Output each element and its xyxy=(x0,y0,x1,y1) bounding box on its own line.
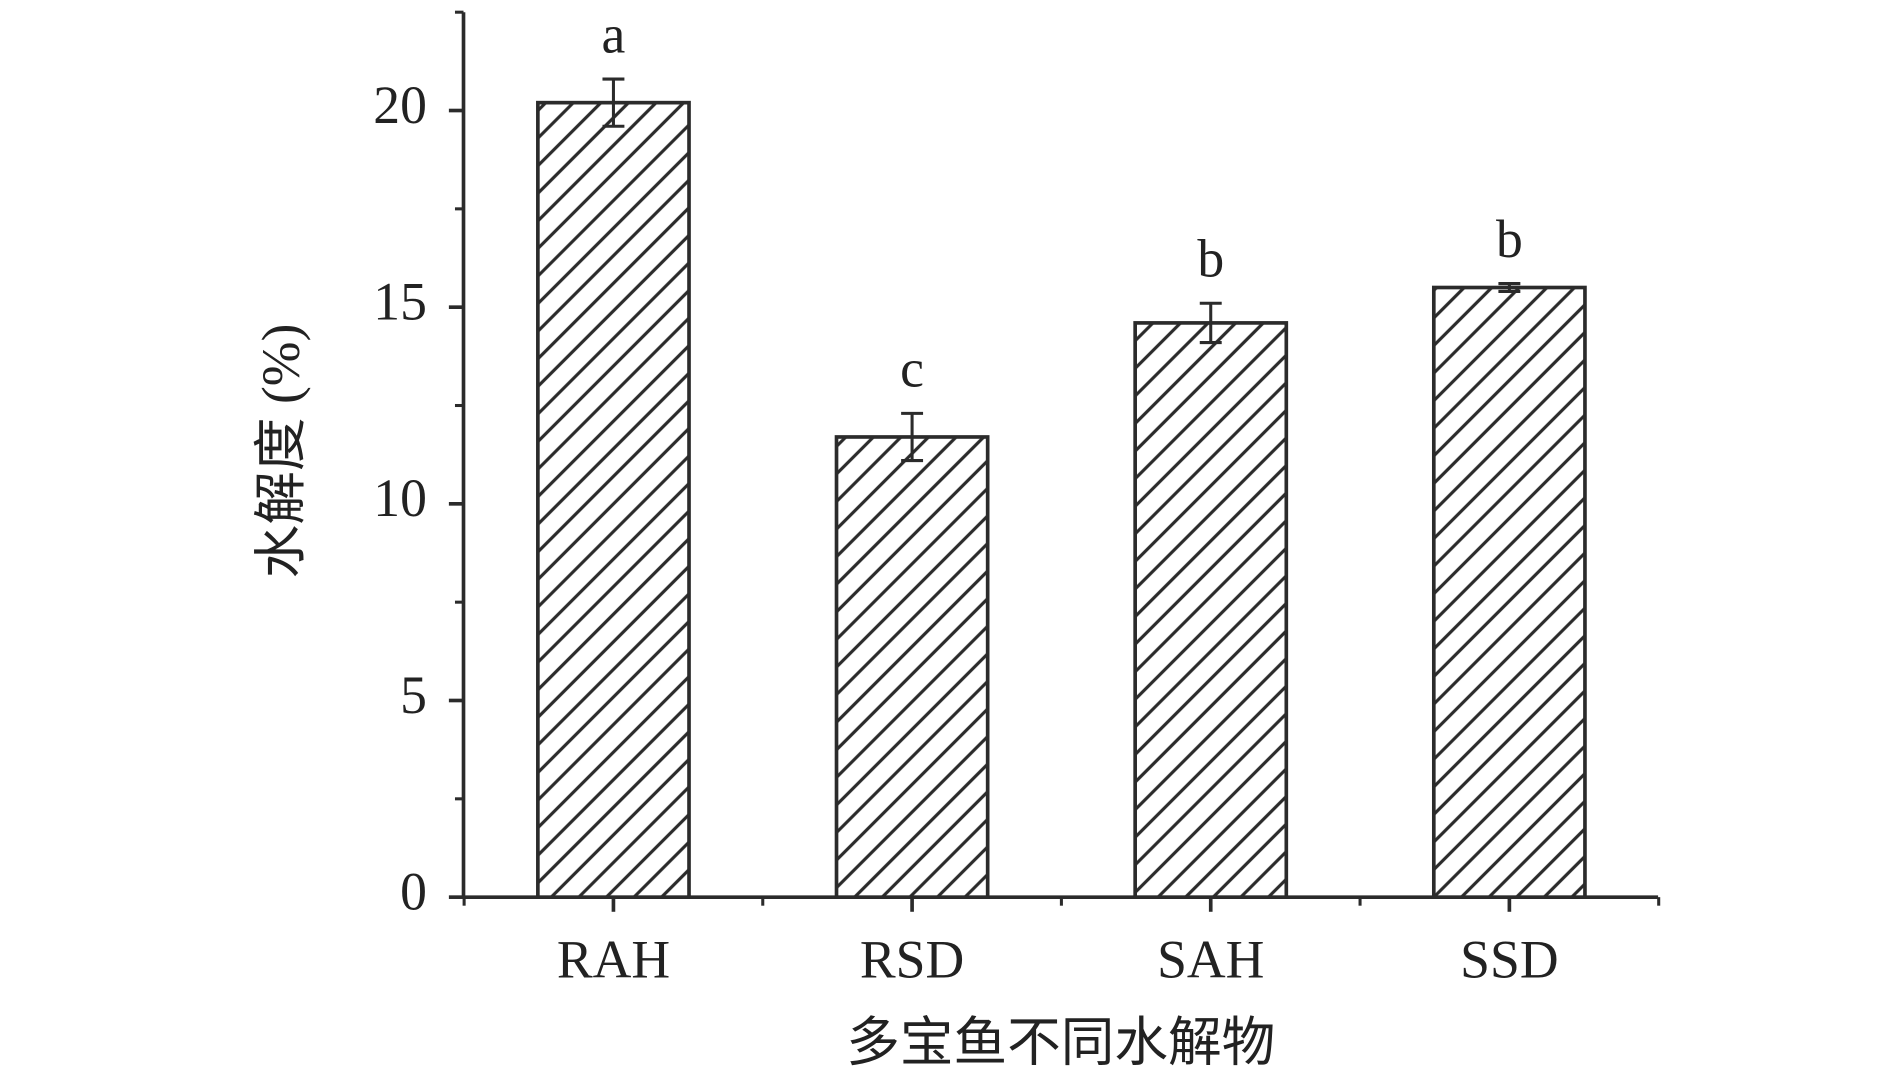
bar xyxy=(834,435,990,899)
x-axis-title: 多宝鱼不同水解物 xyxy=(846,1013,1275,1073)
error-bar xyxy=(602,77,625,128)
bar xyxy=(536,100,691,899)
bar xyxy=(1133,321,1289,899)
x-tick-label: SSD xyxy=(1460,930,1558,990)
y-tick-label: 10 xyxy=(373,468,427,528)
y-tick-label: 15 xyxy=(373,271,427,331)
y-tick-label: 0 xyxy=(400,861,427,921)
significance-letter: c xyxy=(900,339,924,399)
y-tick-label: 5 xyxy=(400,665,427,725)
significance-letter: b xyxy=(1197,229,1224,289)
error-bar xyxy=(901,411,924,463)
x-tick-label: RAH xyxy=(557,930,670,990)
x-tick-label: SAH xyxy=(1157,930,1264,990)
error-bar xyxy=(1498,282,1521,293)
x-tick-label: RSD xyxy=(860,930,964,990)
y-axis-title: 水解度 (%) xyxy=(251,324,311,579)
significance-letter: a xyxy=(602,4,626,64)
error-bar xyxy=(1199,301,1222,345)
significance-letter: b xyxy=(1496,209,1523,269)
bar xyxy=(1431,285,1587,899)
y-tick-label: 20 xyxy=(373,75,427,135)
